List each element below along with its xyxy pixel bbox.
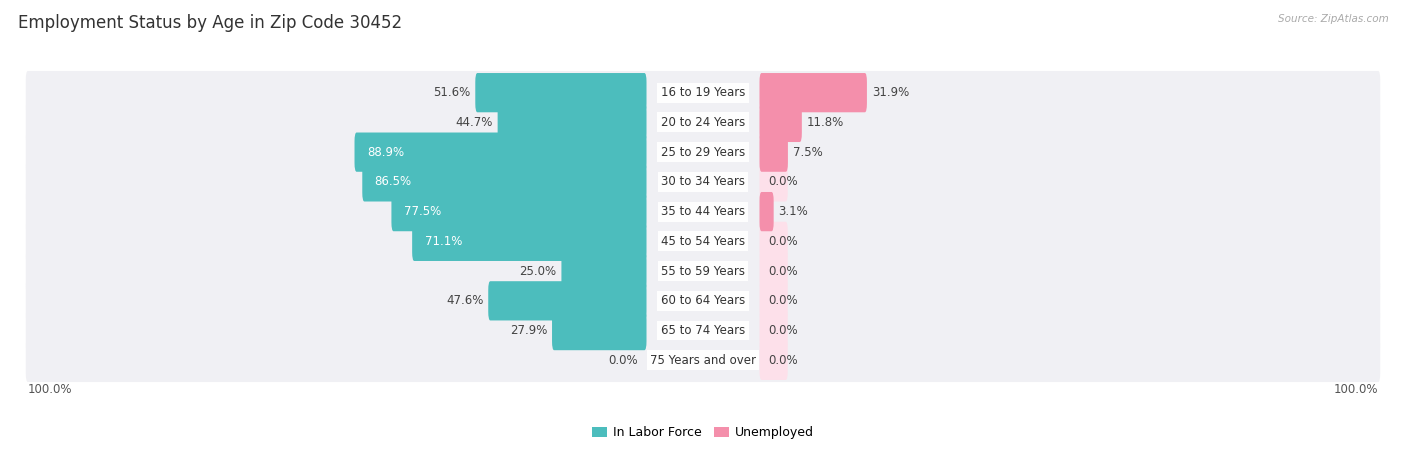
FancyBboxPatch shape: [553, 311, 647, 350]
FancyBboxPatch shape: [25, 130, 1381, 174]
FancyBboxPatch shape: [391, 192, 647, 231]
FancyBboxPatch shape: [25, 249, 1381, 293]
Text: 77.5%: 77.5%: [404, 205, 441, 218]
FancyBboxPatch shape: [759, 192, 773, 231]
Text: 0.0%: 0.0%: [769, 176, 799, 189]
FancyBboxPatch shape: [25, 220, 1381, 263]
Text: 30 to 34 Years: 30 to 34 Years: [661, 176, 745, 189]
Text: 7.5%: 7.5%: [793, 146, 823, 159]
FancyBboxPatch shape: [354, 132, 647, 172]
Text: 71.1%: 71.1%: [425, 235, 463, 248]
Text: Source: ZipAtlas.com: Source: ZipAtlas.com: [1278, 14, 1389, 23]
FancyBboxPatch shape: [25, 160, 1381, 203]
Text: 25 to 29 Years: 25 to 29 Years: [661, 146, 745, 159]
Text: 11.8%: 11.8%: [807, 116, 844, 129]
Legend: In Labor Force, Unemployed: In Labor Force, Unemployed: [586, 422, 820, 445]
Text: 65 to 74 Years: 65 to 74 Years: [661, 324, 745, 337]
Text: 31.9%: 31.9%: [872, 86, 910, 99]
Text: 20 to 24 Years: 20 to 24 Years: [661, 116, 745, 129]
FancyBboxPatch shape: [25, 309, 1381, 352]
Text: 0.0%: 0.0%: [769, 235, 799, 248]
Text: 0.0%: 0.0%: [769, 294, 799, 307]
Text: 0.0%: 0.0%: [607, 354, 637, 367]
Text: 100.0%: 100.0%: [28, 383, 72, 396]
FancyBboxPatch shape: [25, 190, 1381, 234]
FancyBboxPatch shape: [759, 222, 787, 261]
Text: 44.7%: 44.7%: [456, 116, 494, 129]
Text: 47.6%: 47.6%: [446, 294, 484, 307]
Text: 35 to 44 Years: 35 to 44 Years: [661, 205, 745, 218]
FancyBboxPatch shape: [759, 281, 787, 320]
FancyBboxPatch shape: [25, 338, 1381, 382]
Text: 100.0%: 100.0%: [1334, 383, 1378, 396]
FancyBboxPatch shape: [759, 132, 787, 172]
Text: 0.0%: 0.0%: [769, 324, 799, 337]
Text: 0.0%: 0.0%: [769, 265, 799, 278]
FancyBboxPatch shape: [759, 73, 868, 112]
FancyBboxPatch shape: [759, 311, 787, 350]
FancyBboxPatch shape: [759, 252, 787, 291]
Text: 55 to 59 Years: 55 to 59 Years: [661, 265, 745, 278]
Text: 88.9%: 88.9%: [367, 146, 404, 159]
FancyBboxPatch shape: [759, 341, 787, 380]
Text: Employment Status by Age in Zip Code 30452: Employment Status by Age in Zip Code 304…: [18, 14, 402, 32]
FancyBboxPatch shape: [475, 73, 647, 112]
FancyBboxPatch shape: [488, 281, 647, 320]
Text: 25.0%: 25.0%: [519, 265, 557, 278]
FancyBboxPatch shape: [759, 103, 801, 142]
Text: 0.0%: 0.0%: [769, 354, 799, 367]
Text: 45 to 54 Years: 45 to 54 Years: [661, 235, 745, 248]
FancyBboxPatch shape: [498, 103, 647, 142]
Text: 3.1%: 3.1%: [779, 205, 808, 218]
Text: 75 Years and over: 75 Years and over: [650, 354, 756, 367]
FancyBboxPatch shape: [412, 222, 647, 261]
FancyBboxPatch shape: [759, 162, 787, 202]
Text: 27.9%: 27.9%: [510, 324, 547, 337]
FancyBboxPatch shape: [25, 279, 1381, 323]
Text: 86.5%: 86.5%: [374, 176, 412, 189]
Text: 51.6%: 51.6%: [433, 86, 471, 99]
FancyBboxPatch shape: [561, 252, 647, 291]
FancyBboxPatch shape: [25, 101, 1381, 144]
FancyBboxPatch shape: [363, 162, 647, 202]
Text: 60 to 64 Years: 60 to 64 Years: [661, 294, 745, 307]
FancyBboxPatch shape: [25, 71, 1381, 114]
Text: 16 to 19 Years: 16 to 19 Years: [661, 86, 745, 99]
